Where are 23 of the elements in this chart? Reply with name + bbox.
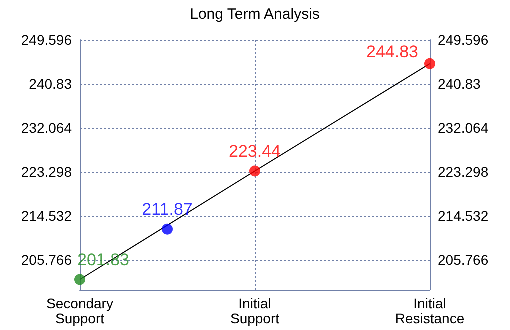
chart-title: Long Term Analysis [190, 6, 320, 23]
x-tick-label: Initial Resistance [395, 296, 465, 326]
y-tick-label: 205.766 [21, 252, 72, 268]
y-tick-label: 223.298 [21, 164, 72, 180]
point [74, 274, 86, 286]
data-label: 223.44 [229, 142, 281, 161]
y-tick-label: 249.596 [21, 32, 72, 48]
y-tick-label: 240.83 [29, 76, 72, 92]
point [250, 166, 260, 177]
y2-tick-label: 249.596 [438, 32, 489, 48]
y2-tick-label: 240.83 [438, 76, 482, 92]
data-label: 244.83 [366, 42, 418, 62]
y2-tick-label: 232.064 [438, 120, 489, 136]
y2-tick-label: 223.298 [438, 164, 489, 180]
point [424, 58, 436, 70]
y2-tick-label: 205.766 [438, 252, 489, 268]
y2-tick-label: 214.532 [438, 208, 489, 224]
data-label: 211.87 [142, 200, 193, 219]
y-tick-label: 214.532 [21, 208, 72, 224]
x-tick-label: Initial Support [230, 296, 280, 326]
point [162, 224, 173, 235]
x-tick-label: Secondary Support [46, 296, 114, 326]
y-tick-label: 232.064 [21, 120, 72, 136]
